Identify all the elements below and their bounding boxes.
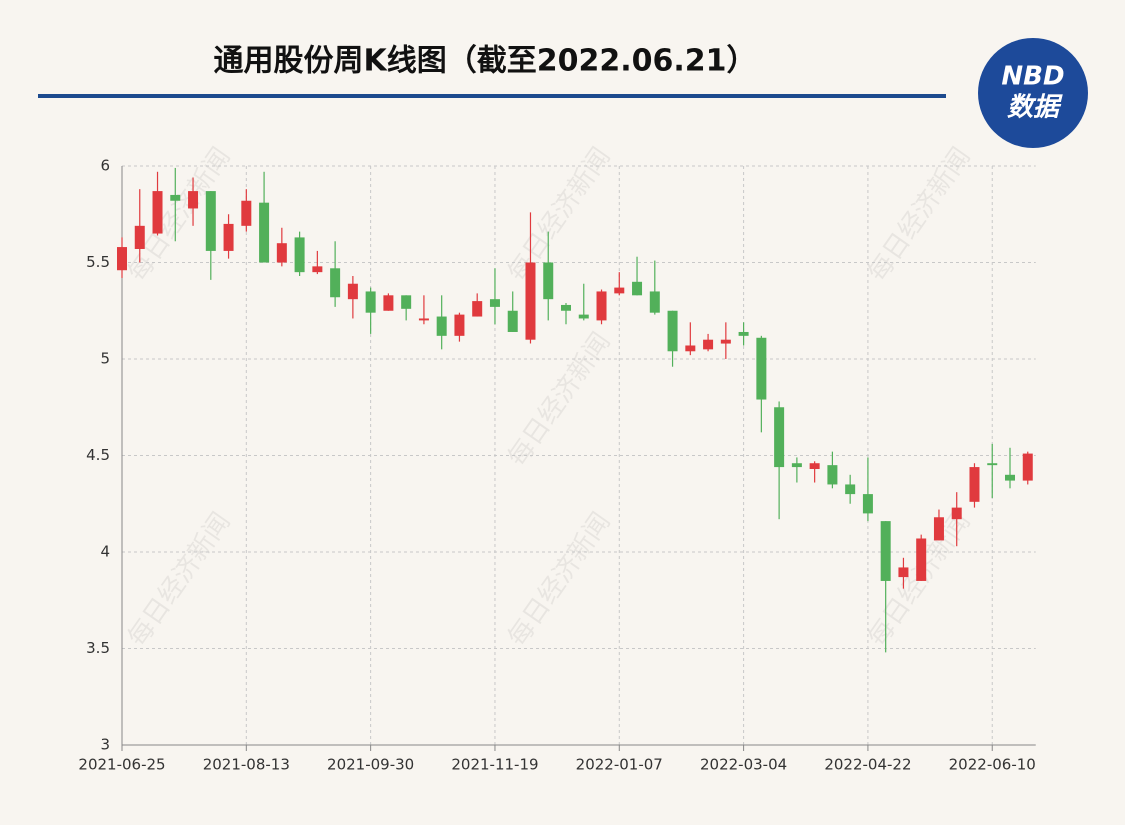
y-tick-label: 5.5 [86,253,110,271]
candle-body [205,191,216,251]
x-tick-label: 2022-06-10 [949,756,1036,774]
candle-body [294,237,305,273]
candle-body [383,295,394,311]
candle-body [933,517,944,541]
candle-body [117,247,127,271]
x-tick-label: 2021-08-13 [203,756,290,774]
candle-body [632,281,643,296]
candle-body [489,299,500,307]
y-tick-label: 5 [100,350,110,368]
x-tick-label: 2021-11-19 [451,756,538,774]
candle-body [809,463,820,470]
x-tick-label: 2021-09-30 [327,756,414,774]
candle-body [578,314,589,319]
candle-body [276,243,287,263]
y-tick-label: 6 [100,157,110,175]
x-tick-label: 2022-04-22 [824,756,911,774]
candle-body [401,295,412,309]
candle-body [916,538,927,581]
candle-body [898,567,909,578]
candle-body [436,316,447,336]
candle-body [472,301,483,317]
candle-body [259,202,270,263]
y-tick-label: 4.5 [86,446,110,464]
candle-body [667,310,678,352]
candle-body [845,484,856,495]
candle-body [1022,453,1033,481]
logo-top: NBD [1001,62,1064,92]
candle-body [418,318,429,321]
candle-body [969,467,980,502]
candle-body [152,191,163,234]
chart-title: 通用股份周K线图（截至2022.06.21） [213,44,756,79]
candle-body [827,465,838,485]
candle-body [241,200,252,226]
candle-body [880,521,891,581]
candle-body [703,339,714,350]
candle-body [525,262,536,340]
candle-body [685,345,696,352]
candle-body [223,223,234,251]
x-tick-label: 2022-01-07 [576,756,663,774]
candle-body [774,407,785,468]
y-tick-label: 3.5 [86,639,110,657]
candle-body [507,310,518,332]
candle-body [330,268,341,298]
y-tick-label: 3 [100,736,110,754]
candle-body [791,463,802,468]
y-tick-label: 4 [100,543,110,561]
candle-body [347,283,358,300]
candle-body [614,287,625,294]
candle-body [312,266,323,273]
candle-body [365,291,376,313]
candle-body [170,194,181,201]
candle-body [188,191,199,209]
candle-body [987,463,998,466]
candle-body [134,225,145,249]
logo-bottom: 数据 [1007,93,1063,123]
x-tick-label: 2021-06-25 [78,756,165,774]
candle-body [649,291,660,313]
candle-body [951,507,962,520]
candle-body [1005,474,1015,481]
candle-body [561,304,571,311]
candle-body [756,337,767,400]
candle-body [738,331,749,336]
candle-body [596,291,607,321]
candle-body [454,314,465,336]
x-tick-label: 2022-03-04 [700,756,787,774]
candle-body [862,494,873,514]
logo [978,38,1088,148]
title-rule [38,94,946,98]
candle-body [720,339,731,344]
candle-body [543,262,554,300]
